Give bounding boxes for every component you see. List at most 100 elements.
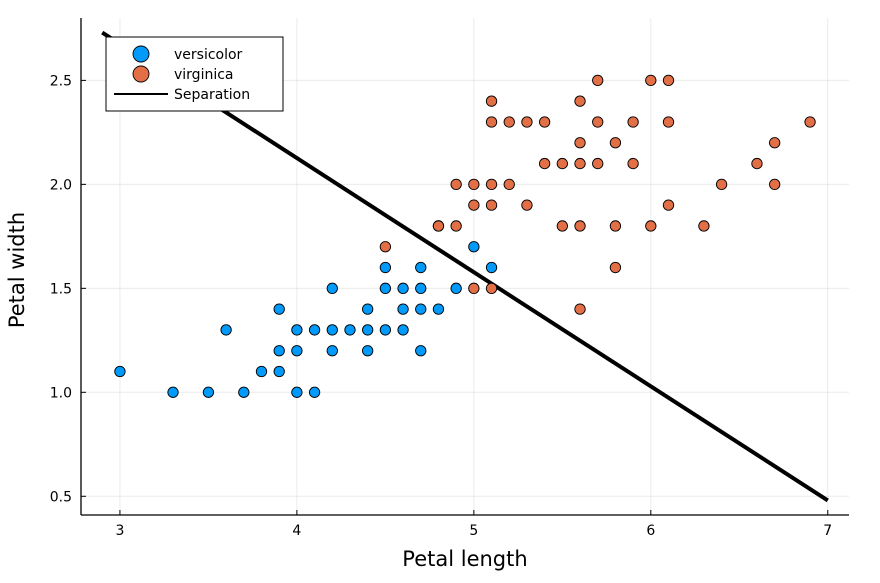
- virginica-point: [521, 199, 533, 211]
- virginica-point: [538, 157, 551, 170]
- virginica-point: [627, 116, 639, 128]
- versicolor-point: [326, 324, 338, 336]
- versicolor-point: [362, 303, 374, 315]
- x-tick-label: 7: [823, 523, 832, 539]
- versicolor-point: [397, 282, 409, 294]
- virginica-point: [769, 137, 781, 149]
- virginica-point: [432, 220, 445, 232]
- virginica-point: [574, 220, 586, 232]
- x-axis-title: Petal length: [402, 547, 527, 571]
- virginica-point: [627, 157, 639, 170]
- versicolor-point: [432, 303, 445, 315]
- x-tick-label: 4: [292, 523, 301, 539]
- versicolor-point: [397, 324, 409, 336]
- virginica-point: [609, 220, 622, 232]
- y-tick-label: 1.0: [50, 385, 72, 401]
- versicolor-point: [379, 324, 392, 336]
- virginica-point: [804, 116, 816, 128]
- versicolor-point: [308, 386, 321, 398]
- virginica-point: [698, 220, 710, 232]
- virginica-point: [503, 116, 515, 128]
- versicolor-point: [291, 324, 303, 336]
- virginica-point: [769, 178, 781, 191]
- virginica-point: [574, 157, 586, 170]
- virginica-point: [468, 199, 480, 211]
- y-tick-label: 2.0: [50, 177, 72, 193]
- virginica-point: [645, 220, 657, 232]
- legend-marker-versicolor: [132, 45, 150, 63]
- y-tick-label: 0.5: [50, 489, 72, 505]
- versicolor-point: [167, 386, 179, 398]
- versicolor-point: [450, 282, 462, 294]
- versicolor-point: [415, 282, 427, 294]
- virginica-point: [503, 178, 515, 191]
- versicolor-point: [291, 386, 303, 398]
- virginica-point: [751, 157, 763, 170]
- versicolor-point: [273, 365, 285, 378]
- versicolor-point: [238, 386, 250, 398]
- versicolor-point: [415, 303, 427, 315]
- versicolor-point: [273, 345, 285, 357]
- versicolor-point: [273, 303, 285, 315]
- versicolor-point: [326, 282, 338, 294]
- virginica-point: [450, 220, 462, 232]
- versicolor-point: [362, 324, 374, 336]
- virginica-point: [521, 116, 533, 128]
- virginica-point: [485, 199, 498, 211]
- virginica-point: [574, 95, 586, 107]
- y-tick-label: 1.5: [50, 281, 72, 297]
- versicolor-point: [362, 345, 374, 357]
- versicolor-point: [255, 365, 268, 378]
- versicolor-point: [344, 324, 356, 336]
- virginica-point: [592, 116, 604, 128]
- virginica-point: [609, 137, 622, 149]
- y-axis-title: Petal width: [5, 212, 29, 328]
- versicolor-point: [220, 324, 232, 336]
- series-layer: [101, 30, 829, 503]
- virginica-point: [556, 157, 568, 170]
- x-tick-label: 3: [115, 523, 124, 539]
- legend-label-virginica: virginica: [174, 67, 234, 83]
- versicolor-point: [397, 303, 409, 315]
- versicolor-point: [415, 261, 427, 274]
- virginica-point: [450, 178, 462, 191]
- legend-marker-virginica: [132, 65, 150, 83]
- ticks: 3 4 5 6 7 0.5 1.0 1.5 2.0 2.5: [50, 73, 832, 539]
- versicolor-point: [308, 324, 321, 336]
- versicolor-point: [468, 241, 480, 253]
- virginica-point: [485, 95, 498, 107]
- virginica-point: [485, 116, 498, 128]
- virginica-point: [468, 282, 480, 294]
- virginica-point: [379, 241, 392, 253]
- virginica-point: [556, 220, 568, 232]
- versicolor-point: [379, 261, 392, 274]
- virginica-point: [662, 199, 675, 211]
- versicolor-point: [379, 282, 392, 294]
- virginica-point: [485, 282, 498, 294]
- versicolor-point: [485, 261, 498, 274]
- versicolor-point: [202, 386, 215, 398]
- virginica-point: [592, 74, 604, 87]
- legend-label-Separation: Separation: [174, 87, 250, 103]
- legend-label-versicolor: versicolor: [174, 47, 243, 63]
- virginica-point: [574, 303, 586, 315]
- virginica-point: [609, 261, 622, 274]
- y-tick-label: 2.5: [50, 73, 72, 89]
- axes: [80, 18, 849, 516]
- virginica-point: [715, 178, 728, 191]
- virginica-point: [662, 74, 675, 87]
- x-tick-label: 5: [469, 523, 478, 539]
- versicolor-point: [326, 345, 338, 357]
- virginica-point: [592, 157, 604, 170]
- virginica-point: [662, 116, 675, 128]
- versicolor-point: [415, 345, 427, 357]
- x-tick-label: 6: [646, 523, 655, 539]
- versicolor-point: [114, 365, 126, 378]
- virginica-point: [645, 74, 657, 87]
- virginica-point: [485, 178, 498, 191]
- virginica-point: [538, 116, 551, 128]
- versicolor-point: [291, 345, 303, 357]
- virginica-point: [574, 137, 586, 149]
